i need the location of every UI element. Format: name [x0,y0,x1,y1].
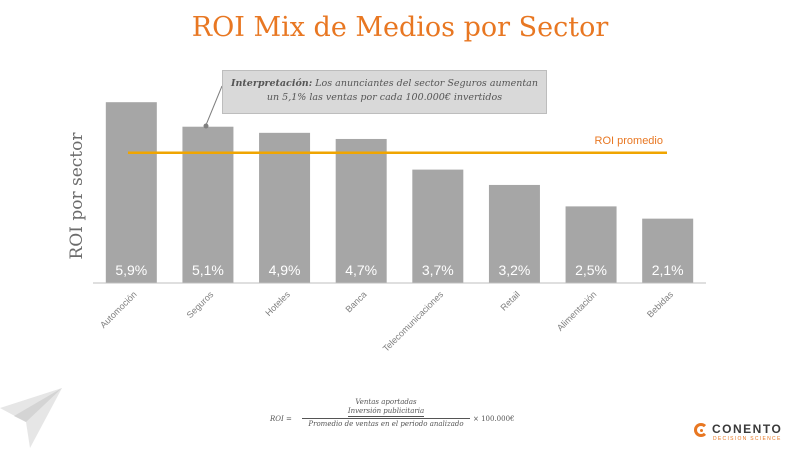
bar-2 [259,132,311,283]
bar-5 [488,184,540,283]
logo-mark-icon [694,423,708,437]
roi-formula: ROI = Ventas aportadas Inversión publici… [262,398,562,434]
conento-logo: CONENTO DECISION SCIENCE [694,421,794,445]
bar-6 [565,206,617,283]
bar-4 [412,169,464,283]
chart-title: ROI Mix de Medios por Sector [191,12,609,43]
data-label-1: 5,1% [192,262,224,278]
x-tick-label-0: Automoción [98,289,139,330]
formula-rhs: × 100.000€ [473,415,515,423]
x-tick-label-7: Bebidas [645,289,675,319]
callout-pointer-line [205,85,223,126]
logo-subtitle: DECISION SCIENCE [713,436,782,442]
x-tick-labels-group: Automoción Seguros Hoteles Banca Telecomunic… [98,289,675,354]
bar-0 [105,102,157,284]
data-labels-group: 5,9% 5,1% 4,9% 4,7% 3,7% 3,2% 2,5% 2,1% [115,262,683,278]
formula-denominator: Promedio de ventas en el periodo analiza… [302,418,470,429]
data-label-7: 2,1% [652,262,684,278]
data-label-5: 3,2% [498,262,530,278]
x-tick-label-6: Alimentación [555,289,599,333]
formula-lhs: ROI = [270,415,292,423]
data-label-6: 2,5% [575,262,607,278]
bars-group [105,102,694,284]
bar-7 [642,218,694,283]
roi-average-label: ROI promedio [595,135,663,147]
callout-label: Interpretación: [231,78,313,89]
data-label-2: 4,9% [269,262,301,278]
bar-3 [335,138,387,283]
data-label-3: 4,7% [345,262,377,278]
logo-name: CONENTO [712,422,783,436]
x-tick-label-5: Retail [499,289,522,312]
formula-numerator-top: Ventas aportadas [355,398,417,406]
formula-numerator-bottom: Inversión publicitaria [347,407,425,417]
x-tick-label-3: Banca [343,289,368,314]
callout-text: Los anunciantes del sector Seguros aumen… [266,78,538,103]
formula-fraction: Ventas aportadas Inversión publicitaria … [302,398,470,429]
data-label-4: 3,7% [422,262,454,278]
x-tick-label-2: Hoteles [263,289,292,318]
x-tick-label-4: Telecomunicaciones [381,289,446,354]
interpretation-callout: Interpretación: Los anunciantes del sect… [222,70,547,114]
x-tick-label-1: Seguros [185,289,216,320]
paper-plane-icon [0,388,62,448]
bar-1 [182,126,234,283]
data-label-0: 5,9% [115,262,147,278]
callout-pointer-dot [203,123,209,129]
